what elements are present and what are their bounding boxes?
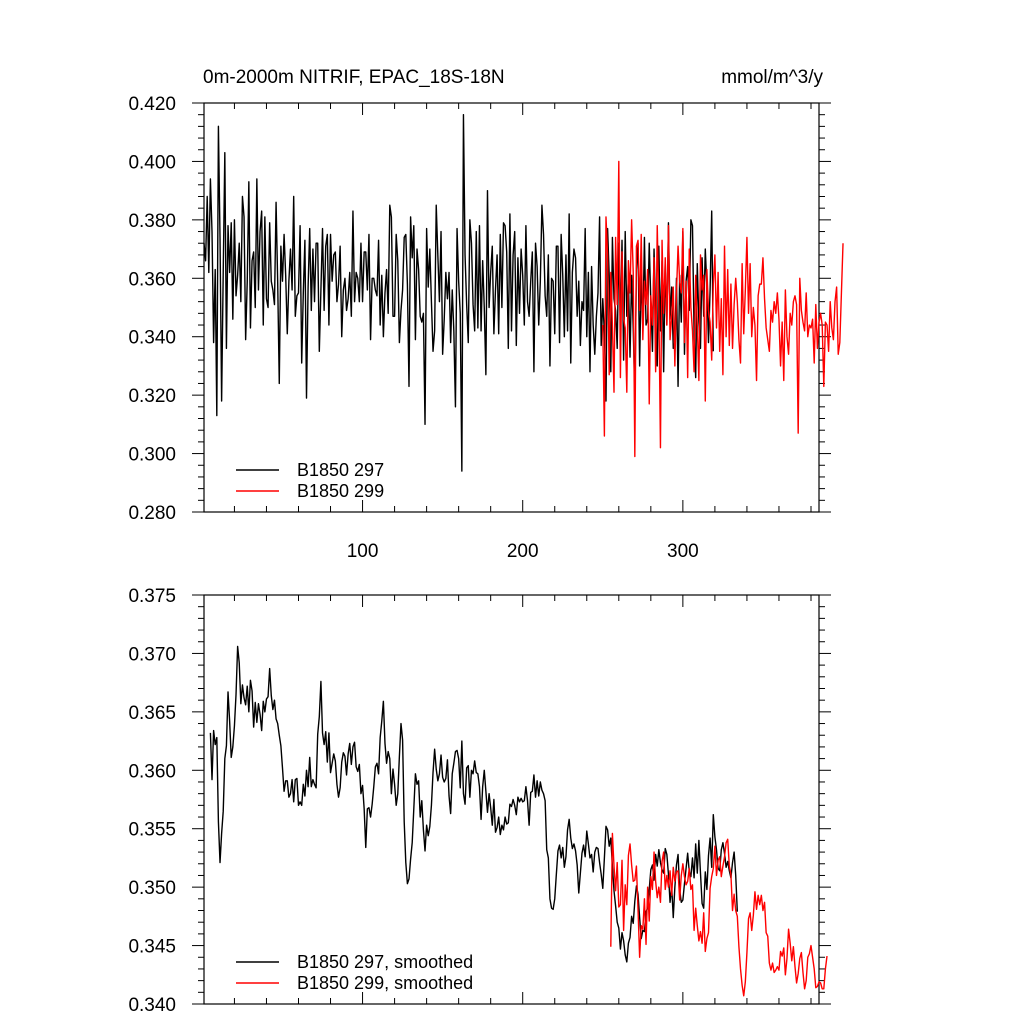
top-y-tick-label: 0.320 <box>128 386 176 407</box>
top-x-tick-label: 200 <box>507 541 539 562</box>
bottom-y-tick-label: 0.360 <box>128 761 176 782</box>
bottom-legend-label-1: B1850 297, smoothed <box>297 952 473 972</box>
bottom-y-tick-label: 0.355 <box>128 820 176 841</box>
top-plot-frame <box>203 102 820 513</box>
top-legend-label-1: B1850 297 <box>297 460 384 480</box>
bottom-y-tick-label: 0.370 <box>128 644 176 665</box>
top-x-tick-label: 100 <box>347 541 379 562</box>
top-y-tick-label: 0.360 <box>128 269 176 290</box>
top-panel-units: mmol/m^3/y <box>721 67 823 88</box>
top-legend-label-2: B1850 299 <box>297 481 384 501</box>
bottom-legend-label-2: B1850 299, smoothed <box>297 973 473 993</box>
bottom-y-tick-label: 0.350 <box>128 878 176 899</box>
top-panel-title: 0m-2000m NITRIF, EPAC_18S-18N <box>203 67 505 88</box>
top-y-tick-label: 0.420 <box>128 94 176 115</box>
top-y-tick-label: 0.380 <box>128 211 176 232</box>
bottom-y-tick-label: 0.340 <box>128 995 176 1016</box>
top-y-tick-label: 0.280 <box>128 503 176 524</box>
bottom-series-line-1 <box>209 645 739 963</box>
bottom-y-tick-label: 0.375 <box>128 586 176 607</box>
top-y-tick-label: 0.340 <box>128 328 176 349</box>
top-panel: 0m-2000m NITRIF, EPAC_18S-18N mmol/m^3/y… <box>128 67 844 562</box>
bottom-y-tick-label: 0.365 <box>128 703 176 724</box>
top-series-line-1 <box>203 113 714 472</box>
bottom-y-tick-label: 0.345 <box>128 937 176 958</box>
top-y-tick-label: 0.400 <box>128 152 176 173</box>
bottom-panel: 0.340 0.345 0.350 0.355 0.360 0.365 0.370 0.375… <box>128 586 831 1016</box>
top-series-line-2 <box>602 160 844 458</box>
bottom-series-line-2 <box>610 832 828 997</box>
top-y-tick-label: 0.300 <box>128 445 176 466</box>
top-x-tick-label: 300 <box>667 541 699 562</box>
bottom-plot-frame <box>203 594 820 1005</box>
